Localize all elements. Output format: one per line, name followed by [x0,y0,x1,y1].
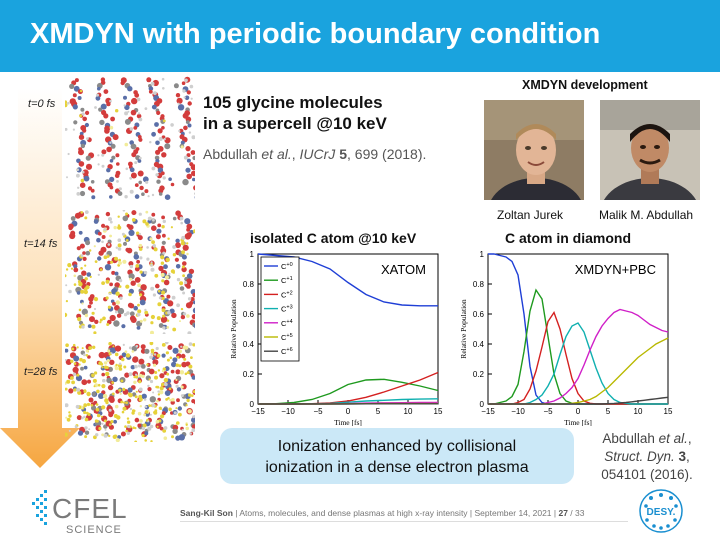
person-name-malik: Malik M. Abdullah [599,208,694,222]
callout-box: Ionization enhanced by collisional ioniz… [220,428,574,484]
chart1-ytick-label: 0.6 [243,310,255,319]
chart1-xtick-label: 10 [404,407,413,416]
chart2-ytick-label: 0.2 [473,370,485,379]
chart1-legend-label: C+5 [281,333,293,342]
chart1-series-Cplus0 [257,253,438,307]
chart1-ytick-label: 1 [250,250,255,259]
chart2-ytick-label: 0.4 [473,340,485,349]
chart1-xtick-label: 0 [346,407,351,416]
person-name-zoltan: Zoltan Jurek [497,208,564,222]
title-bar [0,0,720,72]
chart2-ytick-label: 1 [480,250,485,259]
desy-logo: DESY. [639,489,683,533]
chart2-ytick-label: 0.8 [473,280,485,289]
headline: 105 glycine molecules in a supercell @10… [203,93,387,133]
chart1-legend-label: C+0 [281,262,293,271]
page-number: 27 [558,508,568,518]
reference-iucrj: Abdullah et al., IUCrJ 5, 699 (2018). [203,146,427,162]
chart2-xtick-label: 10 [634,407,643,416]
chart1-annotation: XATOM [381,262,426,277]
chart2-series-Cplus6 [488,396,669,405]
chart2-xtick-label: 15 [664,407,673,416]
chart1-ytick-label: 0.4 [243,340,255,349]
chart2-xtick-label: 5 [606,407,611,416]
cfel-logo-subtext: SCIENCE [66,524,122,536]
time-label-14: t=14 fs [24,238,58,250]
chart2-xtick-label: −5 [543,407,553,416]
desy-logo-text: DESY. [647,507,676,518]
photo-zoltan-jurek [484,100,584,200]
chart1-xtick-label: 5 [376,407,381,416]
footer-line [180,521,628,522]
glycine-snapshot-0fs [65,76,195,200]
chart1-legend-label: C+6 [281,347,293,356]
chart1-ylabel: Relative Population [229,299,238,359]
slide-title: XMDYN with periodic boundary condition [30,18,601,50]
chart-c-atom-diamond: 0 0.2 0.4 0.6 0.8 1 −15 −10 −5 0 5 10 15 Time [fs] Rel… [459,250,673,426]
xmdyn-development-title: XMDYN development [522,78,648,92]
chart1-title: isolated C atom @10 keV [250,230,417,246]
cfel-logo: CFEL SCIENCE [32,490,128,536]
chart-isolated-c-atom: 0 0.2 0.4 0.6 0.8 1 −15 −10 −5 0 5 10 15 Time [fs] Rel… [229,250,443,426]
reference-struct-dyn: Abdullah et al., Struct. Dyn. 3, 054101 … [601,431,693,482]
chart2-xtick-label: −10 [511,407,525,416]
chart2-xlabel: Time [fs] [564,418,592,426]
cfel-logo-text: CFEL [52,493,128,524]
chart1-xtick-label: 15 [434,407,443,416]
chart2-ylabel: Relative Population [459,299,468,359]
chart1-ytick-label: 0.2 [243,370,255,379]
chart2-title: C atom in diamond [505,230,631,246]
chart1-xtick-label: −10 [281,407,295,416]
chart1-legend-label: C+4 [281,319,293,328]
chart2-ytick-label: 0 [480,400,485,409]
glycine-snapshot-28fs [65,342,195,442]
glycine-snapshot-14fs [65,210,195,334]
time-label-28: t=28 fs [24,366,58,378]
time-label-0: t=0 fs [28,98,56,110]
chart2-annotation: XMDYN+PBC [575,262,656,277]
photo-malik-abdullah [600,100,700,200]
chart1-legend-label: C+2 [281,290,293,299]
chart1-legend-label: C+3 [281,305,293,314]
chart1-xtick-label: −5 [313,407,323,416]
chart1-ytick-label: 0 [250,400,255,409]
chart2-ytick-label: 0.6 [473,310,485,319]
chart1-ytick-label: 0.8 [243,280,255,289]
chart1-xlabel: Time [fs] [334,418,362,426]
footer: Sang-Kil Son | Atoms, molecules, and den… [180,508,585,518]
chart2-xtick-label: −15 [481,407,495,416]
chart2-xtick-label: 0 [576,407,581,416]
callout-text: Ionization enhanced by collisional ioniz… [265,438,529,476]
chart1-xtick-label: −15 [251,407,265,416]
chart1-legend-label: C+1 [281,276,293,285]
time-arrow [0,88,80,468]
